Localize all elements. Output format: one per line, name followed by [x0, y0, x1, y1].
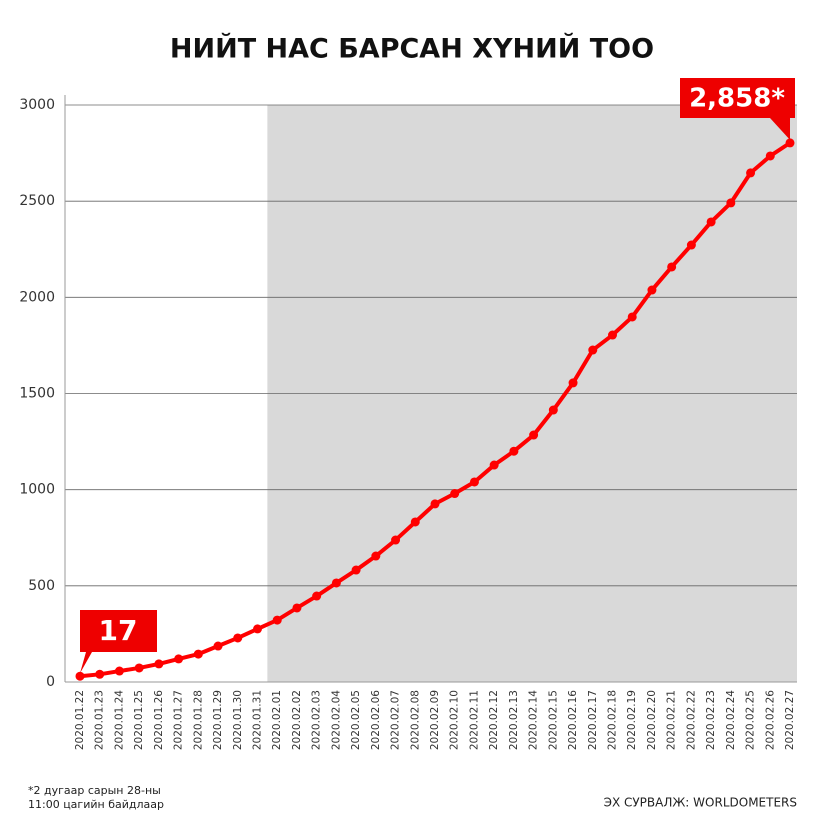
- x-tick-label: 2020.01.27: [173, 690, 185, 750]
- x-tick-label: 2020.01.31: [252, 690, 264, 750]
- data-point: [529, 430, 539, 440]
- data-point: [548, 405, 558, 415]
- chart-title: НИЙТ НАС БАРСАН ХҮНИЙ ТОО: [170, 33, 654, 65]
- data-point: [706, 217, 716, 227]
- y-tick-label: 1500: [19, 386, 55, 402]
- x-tick-label: 2020.01.23: [94, 690, 106, 750]
- data-point: [272, 615, 282, 625]
- data-point: [193, 649, 203, 659]
- x-tick-label: 2020.02.01: [271, 690, 283, 750]
- x-tick-label: 2020.02.16: [567, 690, 579, 750]
- data-point: [95, 669, 105, 679]
- x-tick-label: 2020.02.04: [330, 690, 342, 750]
- callout-label: 17: [99, 614, 138, 647]
- x-tick-label: 2020.02.09: [429, 690, 441, 750]
- data-point: [154, 659, 164, 669]
- x-tick-label: 2020.02.08: [409, 690, 421, 750]
- x-tick-label: 2020.02.14: [528, 690, 540, 750]
- data-point: [469, 477, 479, 487]
- x-tick-label: 2020.02.18: [607, 690, 619, 750]
- x-tick-label: 2020.02.20: [646, 690, 658, 750]
- x-tick-label: 2020.02.25: [745, 690, 757, 750]
- x-tick-label: 2020.02.17: [587, 690, 599, 750]
- data-point: [233, 633, 243, 643]
- footnote: 11:00 цагийн байдлаар: [28, 798, 164, 811]
- x-tick-label: 2020.02.05: [350, 690, 362, 750]
- x-tick-label: 2020.02.11: [468, 690, 480, 750]
- x-tick-label: 2020.02.15: [547, 690, 559, 750]
- x-tick-label: 2020.02.03: [311, 690, 323, 750]
- x-tick-label: 2020.01.28: [192, 690, 204, 750]
- x-tick-label: 2020.02.27: [784, 690, 796, 750]
- data-point: [765, 151, 775, 161]
- callout-box: [680, 78, 795, 140]
- x-tick-label: 2020.02.06: [370, 690, 382, 750]
- data-point: [134, 663, 144, 673]
- data-point: [489, 460, 499, 470]
- data-point: [351, 565, 361, 575]
- x-tick-label: 2020.02.24: [725, 690, 737, 750]
- data-point: [371, 551, 381, 561]
- data-point: [450, 489, 460, 499]
- x-tick-label: 2020.02.07: [390, 690, 402, 750]
- x-tick-label: 2020.02.19: [626, 690, 638, 750]
- x-tick-label: 2020.02.10: [449, 690, 461, 750]
- y-tick-label: 1000: [19, 482, 55, 498]
- x-tick-label: 2020.01.26: [153, 690, 165, 750]
- data-point: [430, 499, 440, 509]
- x-tick-label: 2020.01.24: [113, 690, 125, 750]
- data-point: [174, 654, 184, 664]
- data-point: [588, 345, 598, 355]
- data-point: [410, 517, 420, 527]
- data-point: [568, 378, 578, 388]
- data-point: [114, 666, 124, 676]
- x-tick-label: 2020.02.12: [488, 690, 500, 750]
- data-point: [726, 198, 736, 208]
- data-point: [312, 591, 322, 601]
- x-tick-label: 2020.02.02: [291, 690, 303, 750]
- data-point: [686, 240, 696, 250]
- x-tick-label: 2020.02.23: [705, 690, 717, 750]
- data-point: [292, 603, 302, 613]
- y-tick-label: 0: [46, 674, 55, 690]
- y-tick-label: 2000: [19, 289, 55, 305]
- data-point: [647, 285, 657, 295]
- data-point: [627, 312, 637, 322]
- x-tick-label: 2020.02.22: [685, 690, 697, 750]
- data-point: [391, 535, 401, 545]
- x-tick-label: 2020.02.13: [508, 690, 520, 750]
- x-tick-label: 2020.01.29: [212, 690, 224, 750]
- data-point: [509, 446, 519, 456]
- x-tick-label: 2020.01.30: [232, 690, 244, 750]
- x-tick-label: 2020.01.22: [74, 690, 86, 750]
- x-tick-label: 2020.02.26: [764, 690, 776, 750]
- callout-label: 2,858*: [689, 84, 785, 114]
- data-point: [75, 671, 85, 681]
- data-point: [667, 262, 677, 272]
- x-tick-label: 2020.01.25: [133, 690, 145, 750]
- data-point: [331, 578, 341, 588]
- y-tick-label: 3000: [19, 97, 55, 113]
- data-point: [785, 138, 795, 148]
- source: ЭХ СУРВАЛЖ: WORLDOMETERS: [604, 796, 797, 810]
- data-point: [746, 168, 756, 178]
- y-tick-label: 2500: [19, 193, 55, 209]
- y-tick-label: 500: [28, 578, 55, 594]
- callout-box: [80, 610, 157, 674]
- data-point: [213, 641, 223, 651]
- data-point: [253, 624, 262, 634]
- x-tick-label: 2020.02.21: [666, 690, 678, 750]
- footnote: *2 дугаар сарын 28-ны: [28, 784, 161, 797]
- data-point: [608, 330, 617, 340]
